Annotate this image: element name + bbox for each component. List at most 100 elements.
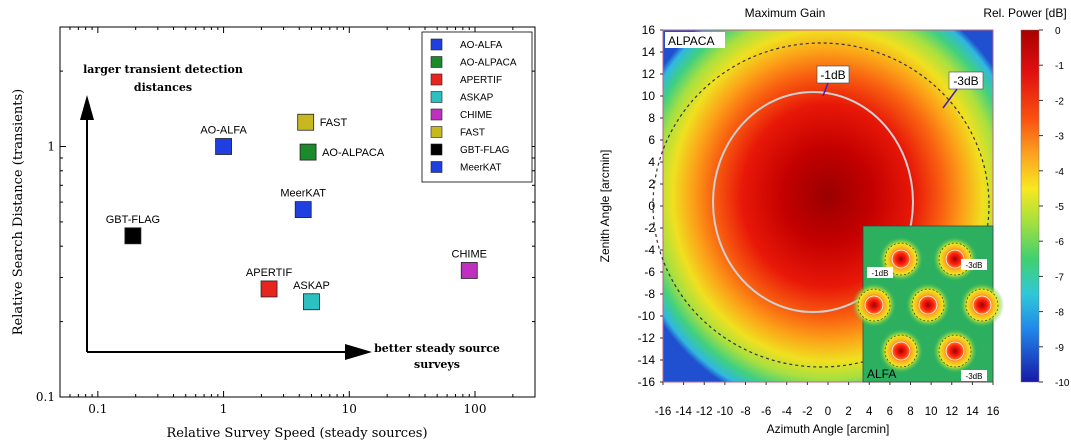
- legend-swatch: [430, 161, 443, 173]
- contour-1db: [712, 91, 914, 313]
- colorbar-tick-label: -8: [1055, 308, 1064, 319]
- y-tick-label: -4: [644, 243, 655, 257]
- svg-text:-3dB: -3dB: [953, 74, 978, 88]
- y-tick-label: -6: [644, 265, 655, 279]
- inset-panel-label: ALFA: [867, 367, 896, 381]
- x-tick-label: 12: [945, 406, 958, 418]
- vertical-arrow-text-2: distances: [134, 81, 192, 94]
- x-tick-label: -8: [740, 406, 750, 418]
- x-tick-label: -4: [782, 406, 793, 418]
- legend-swatch: [430, 126, 443, 138]
- data-point: ASKAP: [293, 280, 330, 311]
- point-label: ASKAP: [293, 280, 330, 292]
- legend-swatch: [430, 91, 443, 103]
- point-marker: [297, 113, 315, 131]
- colorbar-tick-label: -10: [1055, 378, 1070, 389]
- legend-label: CHIME: [460, 110, 493, 121]
- inset-beam: [960, 283, 1004, 327]
- legend-entry: AO-ALFA: [430, 38, 503, 51]
- colorbar-tick-label: -9: [1055, 343, 1064, 354]
- data-point: GBT-FLAG: [106, 214, 160, 245]
- y-tick-label: 0: [648, 199, 655, 213]
- legend-label: GBT-FLAG: [460, 145, 510, 156]
- legend-entry: MeerKAT: [430, 161, 502, 174]
- colorbar-tick-label: -1: [1055, 61, 1064, 72]
- inset-beam: [852, 283, 896, 327]
- x-tick-label: -2: [802, 406, 812, 418]
- data-point: AO-ALPACA: [299, 143, 385, 161]
- point-marker: [299, 143, 317, 161]
- x-tick-label: 16: [987, 406, 1000, 418]
- inset-label-3db-top: -3dB: [961, 259, 987, 270]
- y-axis-label: Zenith Angle [arcmin]: [598, 150, 612, 263]
- point-label: AO-ALFA: [200, 125, 247, 137]
- horizontal-arrow-text-2: surveys: [414, 358, 460, 371]
- x-axis-label: Azimuth Angle [arcmin]: [767, 422, 890, 436]
- inset-label-1db: -1dB: [867, 267, 893, 278]
- axis-ticks: -16 -14 -12 -10 -8 -6 -4 -2 0 2 4 6 8 10 12 14 161614121…: [638, 23, 1000, 418]
- x-tick-label: -14: [675, 406, 692, 418]
- y-tick-label: 1: [47, 140, 55, 154]
- vertical-arrow-text-1: larger transient detection: [83, 63, 243, 76]
- legend-label: ASKAP: [460, 93, 494, 104]
- legend-entry: AO-ALPACA: [430, 56, 517, 69]
- y-tick-label: 12: [642, 67, 656, 81]
- x-tick-label: 6: [887, 406, 893, 418]
- x-tick-label: 8: [907, 406, 913, 418]
- legend: AO-ALFA AO-ALPACA APERTIF ASKAP CHIME FAST GBT…: [421, 31, 533, 183]
- inset-beam: [879, 329, 923, 373]
- colorbar-tick-label: -3: [1055, 132, 1064, 143]
- point-marker: [124, 227, 142, 245]
- x-tick-label: 10: [342, 402, 357, 416]
- data-point: AO-ALFA: [200, 125, 247, 155]
- inset-beam: [933, 329, 977, 373]
- data-point: APERTIF: [246, 267, 293, 298]
- y-tick-label: 8: [648, 111, 655, 125]
- data-point: MeerKAT: [280, 188, 326, 218]
- data-point: FAST: [297, 113, 347, 131]
- svg-text:-3dB: -3dB: [966, 261, 983, 270]
- x-tick-label: 100: [464, 402, 487, 416]
- colorbar-tick-label: -2: [1055, 96, 1064, 107]
- point-label: AO-ALPACA: [322, 147, 385, 159]
- colorbar-tick-label: -6: [1055, 237, 1064, 248]
- horizontal-arrow-text-1: better steady source: [374, 342, 500, 355]
- legend-swatch: [430, 143, 443, 156]
- contour-label-3db: -3dB: [942, 71, 984, 109]
- legend-label: APERTIF: [460, 75, 502, 86]
- inset-beam: [906, 283, 950, 327]
- x-tick-label: 14: [966, 406, 979, 418]
- colorbar-tick-label: -7: [1055, 272, 1064, 283]
- x-tick-label: -12: [696, 406, 713, 418]
- legend-swatch: [430, 38, 443, 51]
- legend-entry: ASKAP: [430, 91, 494, 104]
- heatmap-chart: Maximum Gain Rel. Power [dB] -1dB -3dB A…: [598, 6, 1070, 436]
- vertical-arrow: [80, 95, 94, 352]
- y-tick-label: -12: [638, 331, 656, 345]
- colorbar-label: Rel. Power [dB]: [983, 6, 1066, 20]
- svg-text:ALPACA: ALPACA: [668, 34, 714, 48]
- svg-text:-3dB: -3dB: [966, 372, 983, 381]
- legend-entry: APERTIF: [430, 73, 502, 86]
- colorbar-tick-label: 0: [1055, 26, 1061, 37]
- y-tick-label: 4: [648, 155, 655, 169]
- inset-label-3db-bottom: -3dB: [961, 370, 987, 381]
- y-tick-label: 2: [648, 177, 655, 191]
- legend-label: AO-ALFA: [460, 40, 503, 51]
- legend-entry: GBT-FLAG: [430, 143, 510, 156]
- x-tick-label: 0: [825, 406, 831, 418]
- x-tick-label: 0.1: [88, 402, 107, 416]
- point-marker: [460, 262, 478, 279]
- alpaca-panel-label: ALPACA: [665, 32, 725, 48]
- y-tick-label: 16: [642, 23, 656, 37]
- y-tick-label: -8: [644, 287, 655, 301]
- legend-label: AO-ALPACA: [460, 58, 517, 69]
- point-label: APERTIF: [246, 267, 293, 279]
- y-tick-label: 10: [642, 89, 656, 103]
- legend-swatch: [430, 73, 443, 86]
- point-label: CHIME: [452, 248, 487, 260]
- point-marker: [303, 293, 320, 311]
- x-tick-label: -16: [655, 406, 672, 418]
- point-marker: [215, 138, 232, 155]
- point-label: MeerKAT: [280, 188, 326, 200]
